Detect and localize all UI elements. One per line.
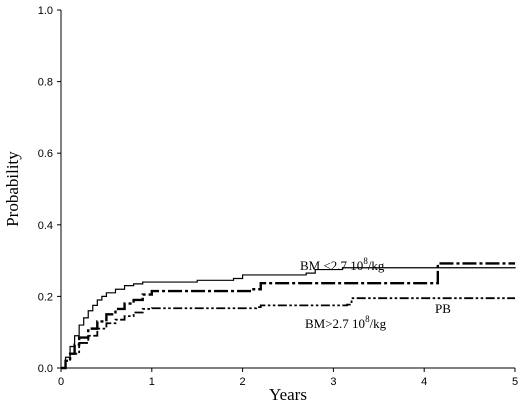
annotation-pb: PB <box>435 301 451 316</box>
series-line-3 <box>61 297 515 369</box>
y-tick-label: 1.0 <box>38 5 53 17</box>
annotation-bm-low: BM <2.7 108/kg <box>300 256 385 273</box>
y-tick-label: 0.4 <box>38 220 53 232</box>
annotation-bm-low-tail: /kg <box>368 258 385 273</box>
y-tick-label: 0.2 <box>38 291 53 303</box>
x-tick-label: 5 <box>512 376 518 388</box>
x-tick-label: 2 <box>240 376 246 388</box>
annotation-bm-high: BM>2.7 108/kg <box>305 314 387 331</box>
y-axis-title: Probability <box>3 151 22 227</box>
x-tick-label: 1 <box>149 376 155 388</box>
annotation-layer: BM <2.7 108/kg PB BM>2.7 108/kg <box>300 256 451 331</box>
annotation-bm-high-tail: /kg <box>370 316 387 331</box>
series-layer <box>61 262 516 370</box>
x-axis-title: Years <box>269 385 307 404</box>
axes: 0.0 0.2 0.4 0.6 0.8 1.0 0 1 2 3 4 5 Years Probability <box>3 5 518 404</box>
x-tick-label: 3 <box>330 376 336 388</box>
x-tick-label: 4 <box>421 376 427 388</box>
x-tick-label: 0 <box>58 376 64 388</box>
annotation-bm-high-sup: 8 <box>365 314 370 324</box>
series-line-2 <box>61 262 515 370</box>
y-tick-label: 0.0 <box>38 363 53 375</box>
annotation-bm-low-sup: 8 <box>363 256 368 266</box>
series-line-1 <box>61 267 516 369</box>
y-tick-label: 0.8 <box>38 77 53 89</box>
y-tick-label: 0.6 <box>38 148 53 160</box>
